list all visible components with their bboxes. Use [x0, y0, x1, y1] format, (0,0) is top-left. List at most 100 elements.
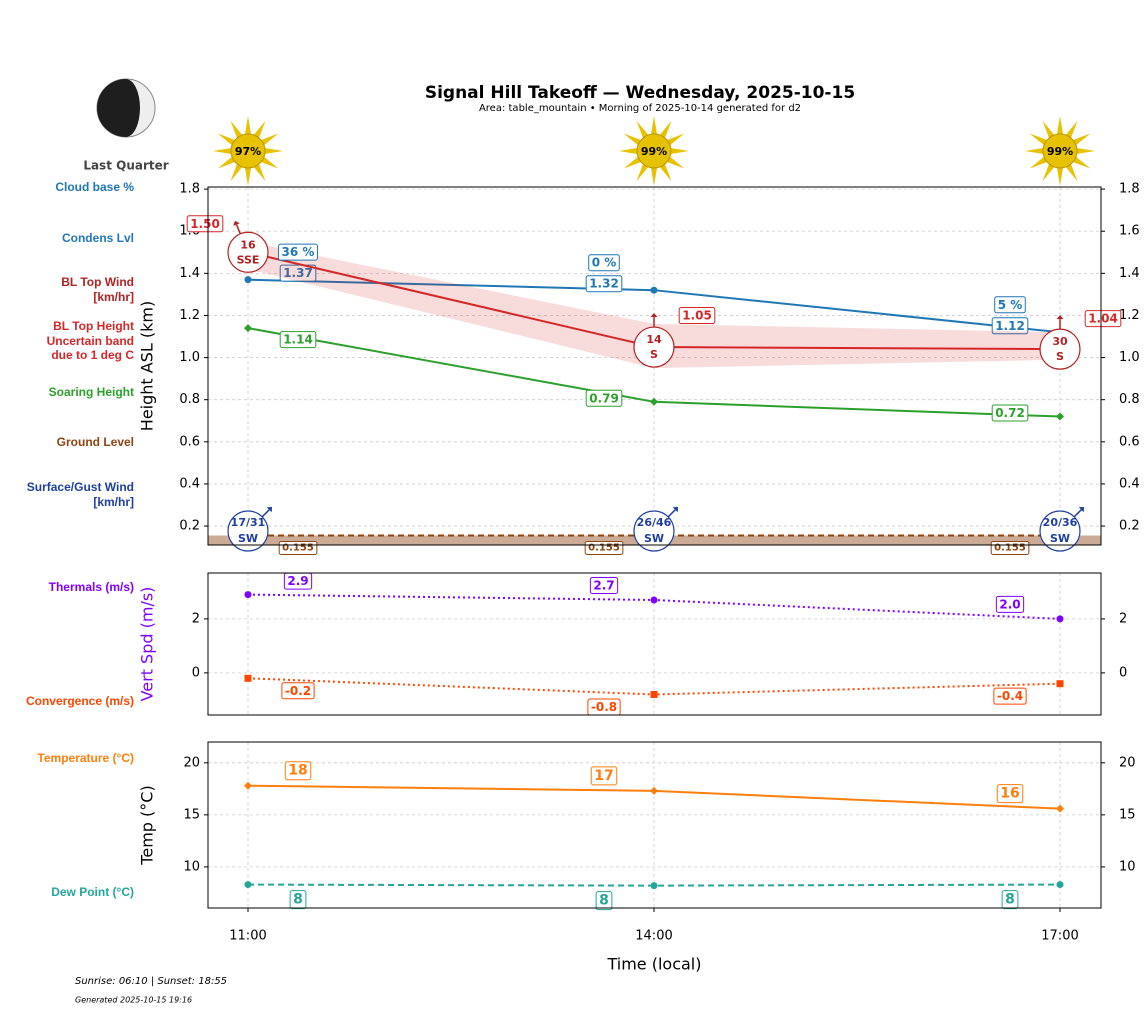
chart-subtitle: Area: table_mountain • Morning of 2025-1…	[479, 103, 801, 114]
sun-ray	[213, 147, 232, 155]
sun-ray	[1072, 156, 1091, 169]
plot-frame	[207, 186, 1102, 546]
x-tick-label: 14:00	[635, 929, 672, 944]
y-tick-label-right: 1.2	[1119, 308, 1140, 323]
value-label: 0.79	[589, 391, 619, 405]
marker	[650, 286, 658, 294]
wind-direction: S	[1056, 350, 1064, 363]
side-label: Cloud base %	[55, 180, 134, 194]
sun-ray	[659, 120, 672, 139]
value-label: 1.05	[682, 309, 712, 323]
marker	[244, 781, 252, 790]
y-tick-label: 15	[183, 807, 200, 822]
wind-arrow-head	[1056, 315, 1064, 320]
value-label-box	[585, 275, 623, 293]
sun-ray	[244, 167, 252, 186]
value-label: 16	[1000, 786, 1019, 802]
value-label-box	[991, 317, 1029, 335]
sun-ray	[1056, 116, 1064, 135]
y-tick-label-right: 0.2	[1119, 519, 1140, 534]
wind-speed: 30	[1052, 335, 1068, 348]
wind-speed: 26/46	[637, 516, 672, 529]
wind-arrow	[1073, 509, 1082, 518]
y-tick-label-right: 0.8	[1119, 392, 1140, 407]
marker	[650, 882, 658, 890]
side-label: Soaring Height	[48, 385, 134, 399]
value-label: 1.14	[283, 333, 313, 347]
wind-circle	[227, 510, 269, 552]
wind-direction: SSE	[237, 253, 260, 266]
marker	[650, 596, 658, 604]
value-label-box	[589, 576, 619, 594]
value-label-box	[595, 891, 613, 911]
side-label: Thermals (m/s)	[48, 580, 134, 594]
y-tick-label-right: 2	[1119, 611, 1127, 626]
wind-arrow-head	[1078, 506, 1085, 513]
sun-ray	[619, 147, 638, 155]
y-tick-label-right: 10	[1119, 859, 1136, 874]
sun-ray	[253, 163, 266, 182]
sun-ray	[217, 156, 236, 169]
y-tick-label: 1.4	[179, 266, 200, 281]
side-label: Convergence (m/s)	[25, 694, 134, 708]
wind-arrow-head	[266, 506, 273, 513]
y-tick-label: 20	[183, 755, 200, 770]
sun-ray	[1065, 120, 1078, 139]
wind-arrow-head	[233, 220, 240, 226]
value-label: -0.2	[285, 684, 311, 698]
marker	[1056, 412, 1064, 421]
y-tick-label: 1.0	[179, 350, 200, 365]
value-label-box	[289, 890, 307, 910]
marker	[650, 397, 658, 406]
value-label: 0.155	[994, 543, 1026, 554]
wind-direction: S	[650, 348, 658, 361]
sun-ray	[666, 133, 685, 146]
sun-ray	[260, 156, 279, 169]
y-tick-label-right: 15	[1119, 807, 1136, 822]
sun-ray	[659, 163, 672, 182]
sun-ray	[1076, 147, 1095, 155]
uncertainty-band	[248, 241, 1060, 369]
y-axis-title: Vert Spd (m/s)	[138, 587, 157, 702]
value-label-box	[585, 389, 623, 407]
wind-circle	[633, 510, 675, 552]
generated-note: Generated 2025-10-15 19:16	[75, 996, 192, 1005]
sun-ray	[666, 156, 685, 169]
value-label: 1.37	[283, 266, 313, 280]
sun-ray	[636, 163, 649, 182]
value-label-box	[278, 243, 318, 261]
marker	[244, 881, 252, 889]
wind-arrow-head	[672, 506, 679, 513]
value-label-box	[991, 404, 1029, 422]
wind-arrow	[261, 509, 270, 518]
sun-ray	[1072, 133, 1091, 146]
sun-ray	[1056, 167, 1064, 186]
sun-ray	[1025, 147, 1044, 155]
series-line	[247, 883, 1061, 887]
wind-arrow-head	[650, 313, 658, 318]
marker	[244, 276, 252, 284]
wind-direction: SW	[1050, 532, 1070, 545]
value-label-box	[994, 296, 1026, 314]
wind-speed: 20/36	[1043, 516, 1078, 529]
sun-ray	[264, 147, 283, 155]
marker	[1056, 804, 1064, 813]
value-label: 2.9	[287, 574, 308, 588]
x-tick-label: 11:00	[229, 929, 266, 944]
x-axis-title: Time (local)	[606, 955, 701, 974]
value-label-box	[1084, 310, 1122, 328]
side-label: Surface/Gust Wind [km/hr]	[26, 480, 134, 509]
sun-ray	[217, 133, 236, 146]
sun-percent: 99%	[1047, 145, 1073, 158]
sun-ray	[650, 116, 658, 135]
y-tick-label-right: 1.8	[1119, 182, 1140, 197]
plot-frame	[207, 572, 1102, 716]
value-label: 1.32	[589, 277, 619, 291]
y-tick-label: 0	[192, 665, 200, 680]
marker	[650, 690, 658, 698]
value-label-box	[588, 254, 620, 272]
value-label: 1.04	[1088, 312, 1118, 326]
value-label-box	[279, 331, 317, 349]
sun-ray	[1029, 156, 1048, 169]
